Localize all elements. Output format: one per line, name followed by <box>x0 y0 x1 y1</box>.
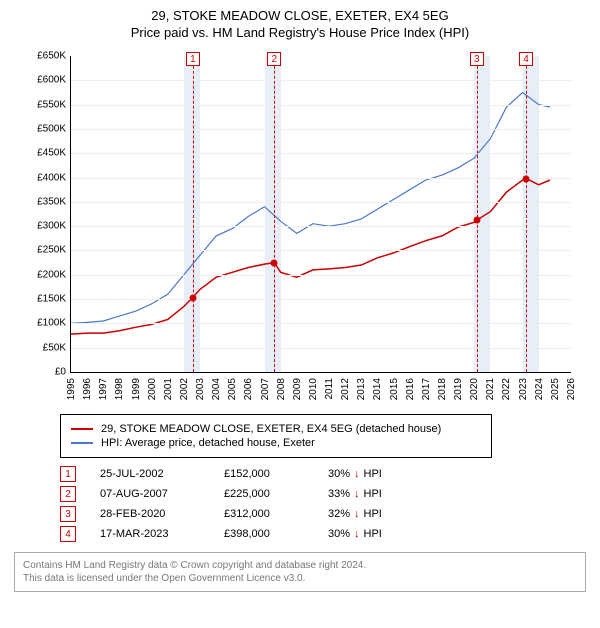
y-tick-label: £0 <box>32 367 66 378</box>
event-dot <box>523 175 530 182</box>
y-tick-label: £600K <box>32 75 66 86</box>
event-number-box: 2 <box>60 486 76 502</box>
event-vline <box>477 56 478 372</box>
event-date: 17-MAR-2023 <box>100 528 200 540</box>
arrow-down-icon: ↓ <box>354 508 360 520</box>
page-root: 29, STOKE MEADOW CLOSE, EXETER, EX4 5EG … <box>0 8 600 628</box>
gridline <box>71 323 571 324</box>
legend-label: 29, STOKE MEADOW CLOSE, EXETER, EX4 5EG … <box>101 423 441 435</box>
legend-swatch <box>71 428 93 430</box>
gridline <box>71 299 571 300</box>
legend-row: 29, STOKE MEADOW CLOSE, EXETER, EX4 5EG … <box>71 423 481 435</box>
event-pct: 30% ↓ HPI <box>328 528 418 540</box>
event-pct: 33% ↓ HPI <box>328 488 418 500</box>
event-pct-suffix: HPI <box>364 488 382 500</box>
footer-attribution: Contains HM Land Registry data © Crown c… <box>14 552 586 592</box>
y-tick-label: £150K <box>32 294 66 305</box>
event-pct-value: 30% <box>328 528 350 540</box>
y-tick-label: £550K <box>32 99 66 110</box>
gridline <box>71 250 571 251</box>
event-dot <box>271 259 278 266</box>
y-tick-label: £100K <box>32 318 66 329</box>
gridline <box>71 153 571 154</box>
event-pct-suffix: HPI <box>364 528 382 540</box>
event-row: 4 17-MAR-2023 £398,000 30% ↓ HPI <box>60 526 600 542</box>
gridline <box>71 129 571 130</box>
chart-subtitle: Price paid vs. HM Land Registry's House … <box>0 25 600 40</box>
chart-area: £0 £50K £100K £150K £200K £250K £300K £350K £400… <box>32 46 592 406</box>
event-number-box: 4 <box>60 526 76 542</box>
event-marker-box: 3 <box>470 52 484 66</box>
legend-box: 29, STOKE MEADOW CLOSE, EXETER, EX4 5EG … <box>60 414 492 458</box>
x-tick-label: 2026 <box>566 378 600 400</box>
event-price: £398,000 <box>224 528 304 540</box>
gridline <box>71 226 571 227</box>
event-number-box: 3 <box>60 506 76 522</box>
y-tick-label: £450K <box>32 148 66 159</box>
y-tick-label: £400K <box>32 172 66 183</box>
y-tick-label: £50K <box>32 342 66 353</box>
gridline <box>71 105 571 106</box>
event-dot <box>189 295 196 302</box>
event-pct-value: 30% <box>328 468 350 480</box>
event-pct-value: 32% <box>328 508 350 520</box>
events-table: 1 25-JUL-2002 £152,000 30% ↓ HPI 2 07-AUG-2007 £… <box>60 466 600 542</box>
event-number-box: 1 <box>60 466 76 482</box>
event-pct-suffix: HPI <box>364 468 382 480</box>
chart-title: 29, STOKE MEADOW CLOSE, EXETER, EX4 5EG <box>0 8 600 23</box>
event-marker-box: 4 <box>519 52 533 66</box>
y-tick-label: £200K <box>32 269 66 280</box>
event-row: 2 07-AUG-2007 £225,000 33% ↓ HPI <box>60 486 600 502</box>
event-price: £225,000 <box>224 488 304 500</box>
arrow-down-icon: ↓ <box>354 488 360 500</box>
legend-row: HPI: Average price, detached house, Exet… <box>71 437 481 449</box>
event-marker-box: 1 <box>186 52 200 66</box>
event-row: 3 28-FEB-2020 £312,000 32% ↓ HPI <box>60 506 600 522</box>
legend-label: HPI: Average price, detached house, Exet… <box>101 437 315 449</box>
legend-swatch <box>71 442 93 444</box>
gridline <box>71 202 571 203</box>
gridline <box>71 178 571 179</box>
y-tick-label: £350K <box>32 196 66 207</box>
event-pct-value: 33% <box>328 488 350 500</box>
event-date: 07-AUG-2007 <box>100 488 200 500</box>
y-tick-label: £300K <box>32 221 66 232</box>
event-price: £312,000 <box>224 508 304 520</box>
y-tick-label: £500K <box>32 123 66 134</box>
y-tick-label: £650K <box>32 51 66 62</box>
footer-line-1: Contains HM Land Registry data © Crown c… <box>23 559 577 572</box>
event-marker-box: 2 <box>267 52 281 66</box>
gridline <box>71 348 571 349</box>
event-pct: 32% ↓ HPI <box>328 508 418 520</box>
arrow-down-icon: ↓ <box>354 528 360 540</box>
event-row: 1 25-JUL-2002 £152,000 30% ↓ HPI <box>60 466 600 482</box>
event-vline <box>526 56 527 372</box>
event-date: 25-JUL-2002 <box>100 468 200 480</box>
arrow-down-icon: ↓ <box>354 468 360 480</box>
footer-line-2: This data is licensed under the Open Gov… <box>23 572 577 585</box>
gridline <box>71 80 571 81</box>
event-pct-suffix: HPI <box>364 508 382 520</box>
y-tick-label: £250K <box>32 245 66 256</box>
gridline <box>71 275 571 276</box>
series-line-hpi <box>71 93 550 324</box>
event-price: £152,000 <box>224 468 304 480</box>
event-vline <box>193 56 194 372</box>
chart-svg <box>71 56 571 372</box>
event-vline <box>274 56 275 372</box>
event-date: 28-FEB-2020 <box>100 508 200 520</box>
event-dot <box>473 217 480 224</box>
plot-region: 1234 <box>70 56 571 373</box>
event-pct: 30% ↓ HPI <box>328 468 418 480</box>
